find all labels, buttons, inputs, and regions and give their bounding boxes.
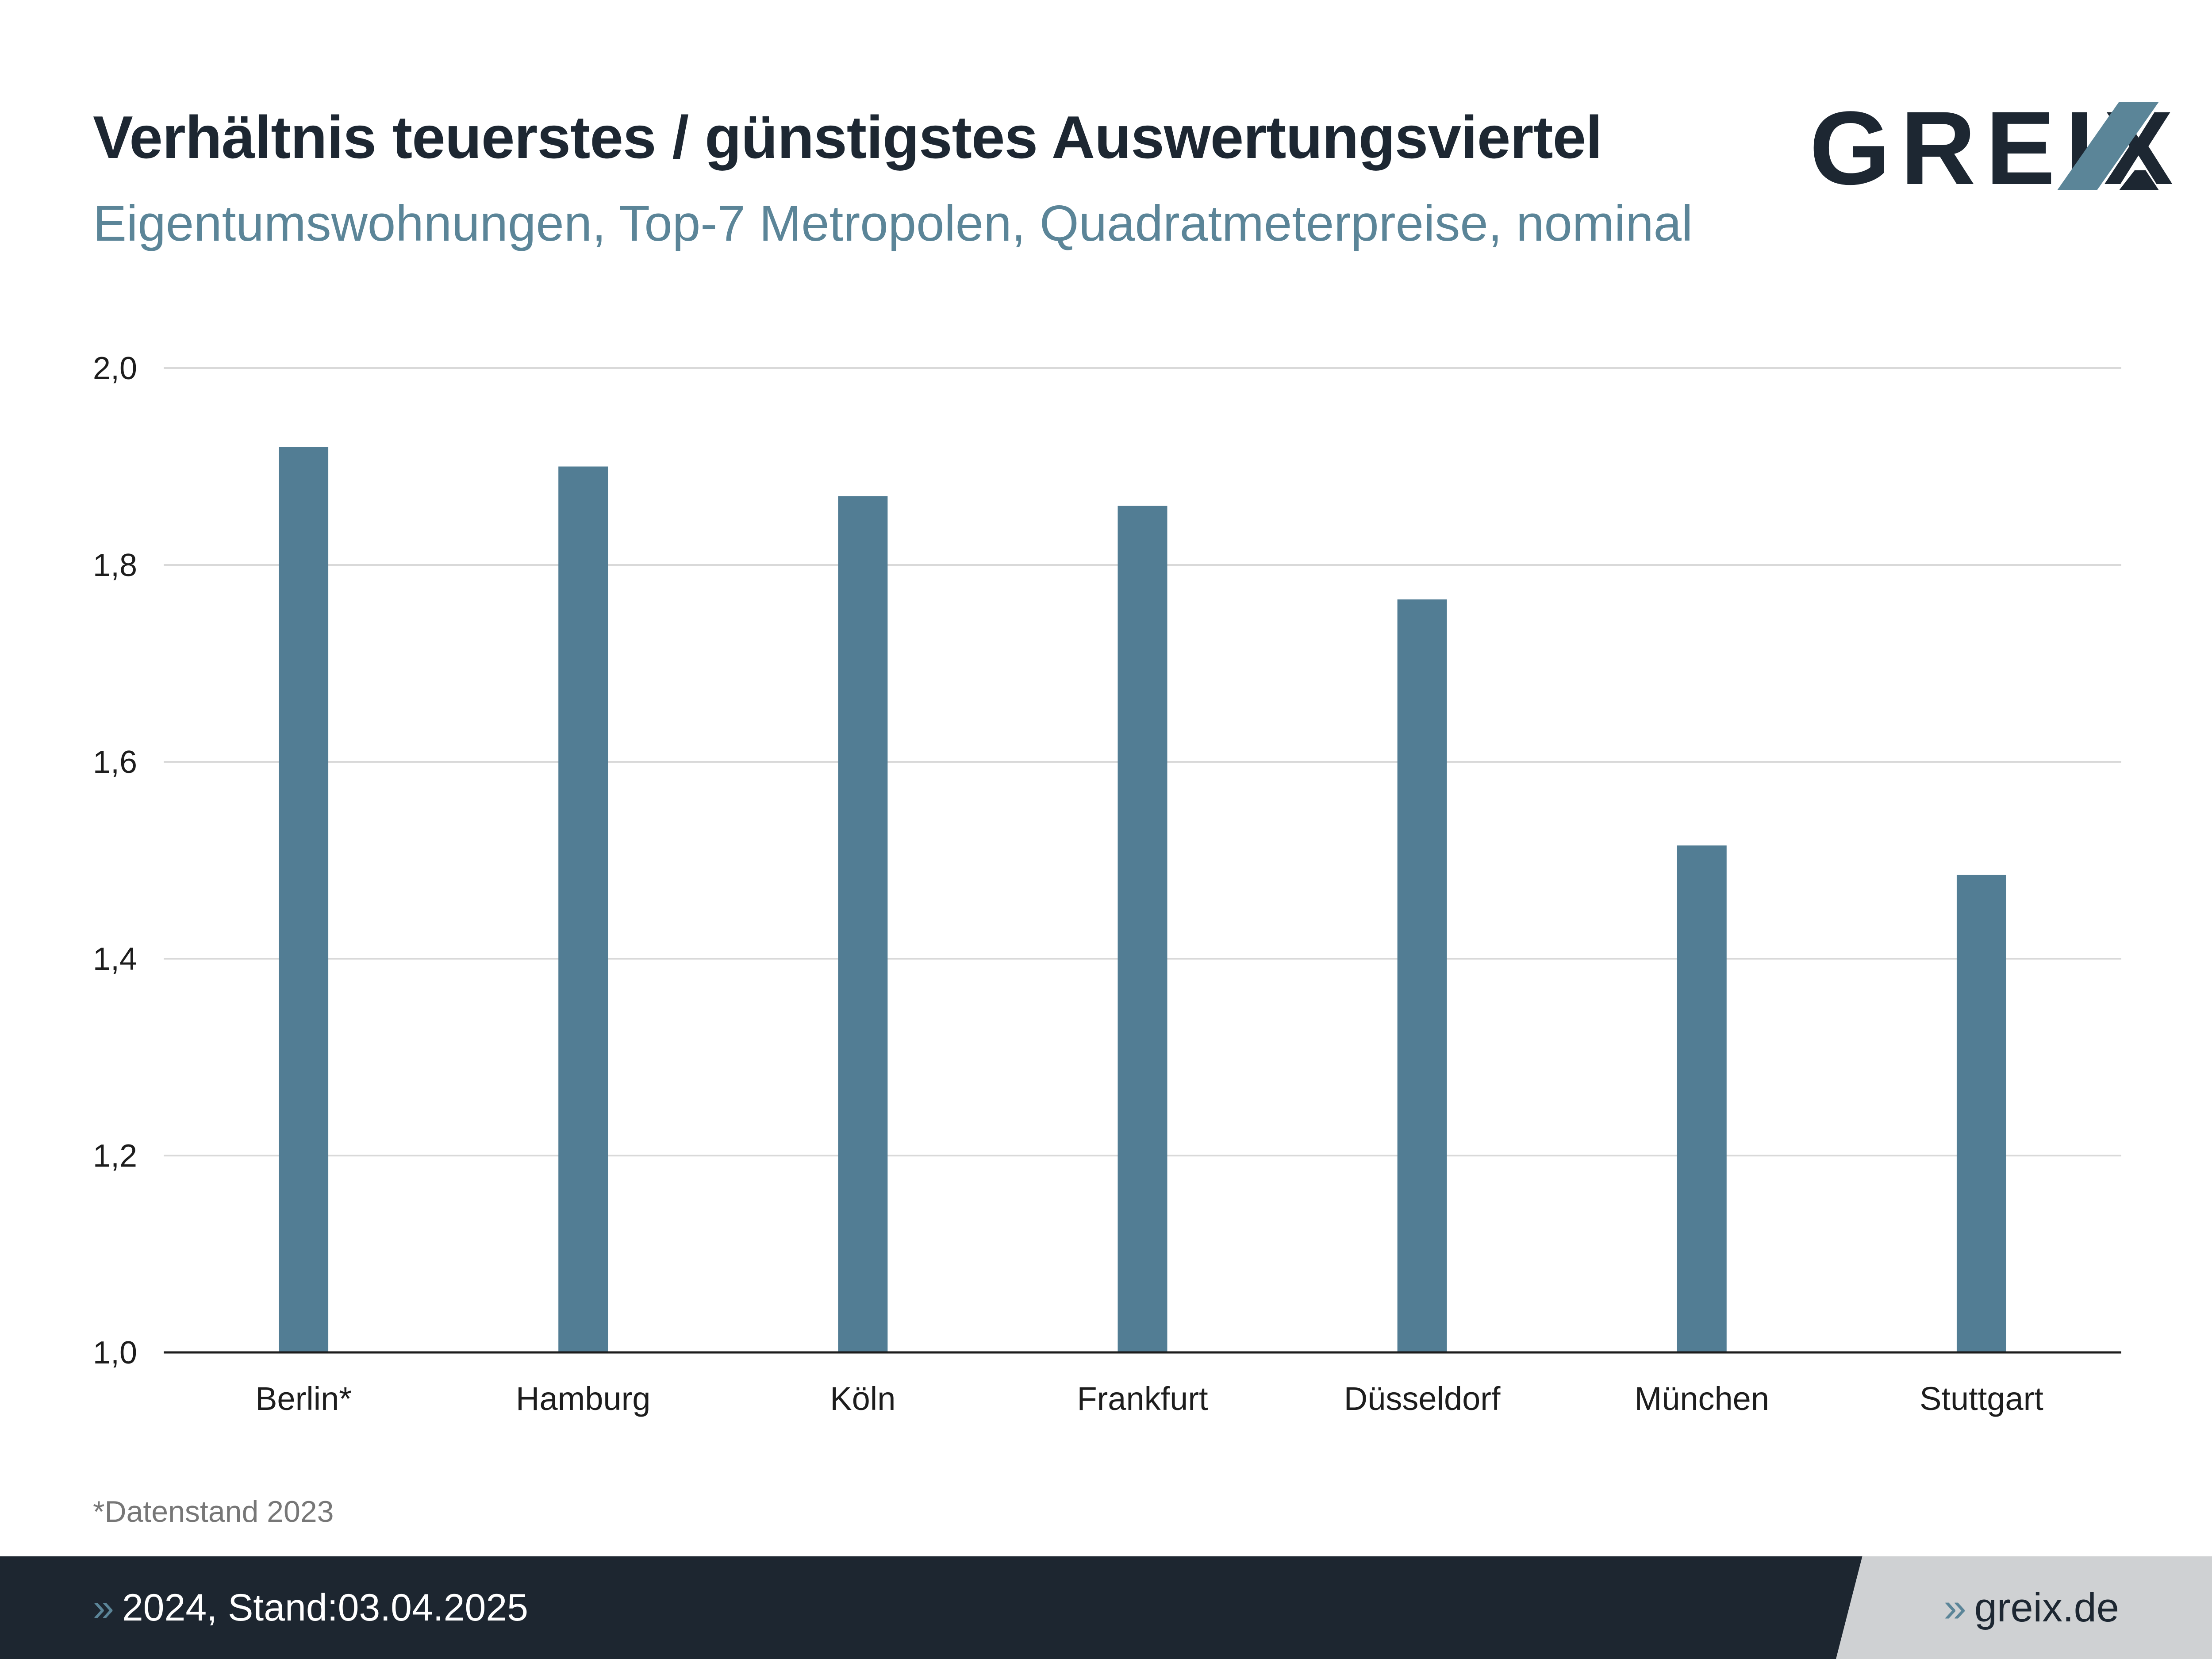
- y-tick-label: 1,4: [93, 941, 137, 977]
- x-category-label: Hamburg: [516, 1380, 650, 1417]
- bar: [1397, 599, 1447, 1352]
- x-category-label: Köln: [830, 1380, 895, 1417]
- footer-website-link[interactable]: » greix.de: [1944, 1556, 2119, 1659]
- logo-slash-icon: [2057, 102, 2159, 190]
- footer-website-text: greix.de: [1974, 1585, 2119, 1630]
- footer-date-text: 2024, Stand:03.04.2025: [122, 1586, 529, 1629]
- footnote: *Datenstand 2023: [93, 1494, 334, 1529]
- x-category-label: Frankfurt: [1077, 1380, 1208, 1417]
- greix-logo: GREIX: [1809, 96, 2173, 200]
- y-tick-label: 1,8: [93, 548, 137, 583]
- chart-title: Verhältnis teuerstes / günstigstes Auswe…: [93, 104, 1602, 171]
- y-tick-label: 1,6: [93, 745, 137, 780]
- bar: [1118, 506, 1167, 1352]
- x-category-label: Stuttgart: [1920, 1380, 2043, 1417]
- footnote-marker: *: [93, 1495, 105, 1528]
- x-category-label: München: [1635, 1380, 1769, 1417]
- x-category-label: Düsseldorf: [1344, 1380, 1501, 1417]
- bar: [1956, 875, 2006, 1352]
- footer-dark-panel: [0, 1556, 1863, 1659]
- bar-chart: 1,0 1,2 1,4 1,6 1,8 2,0 Berlin* Hamburg Köln Fran…: [93, 351, 2121, 1417]
- footer-date: » 2024, Stand:03.04.2025: [93, 1556, 528, 1659]
- chart-subtitle: Eigentumswohnungen, Top-7 Metropolen, Qu…: [93, 196, 1693, 252]
- footnote-text: Datenstand 2023: [104, 1495, 334, 1528]
- bar: [838, 496, 888, 1352]
- footer-bar: » 2024, Stand:03.04.2025 » greix.de: [0, 1556, 2212, 1659]
- y-tick-label: 1,0: [93, 1335, 137, 1371]
- y-tick-label: 1,2: [93, 1138, 137, 1174]
- x-category-label: Berlin*: [255, 1380, 352, 1417]
- chevron-right-icon: »: [1943, 1585, 1966, 1630]
- bar: [279, 447, 329, 1352]
- bar: [558, 466, 608, 1352]
- chevron-right-icon: »: [93, 1586, 114, 1629]
- bar: [1677, 845, 1727, 1352]
- y-tick-label: 2,0: [93, 351, 137, 386]
- footer-light-panel: [1836, 1556, 2212, 1659]
